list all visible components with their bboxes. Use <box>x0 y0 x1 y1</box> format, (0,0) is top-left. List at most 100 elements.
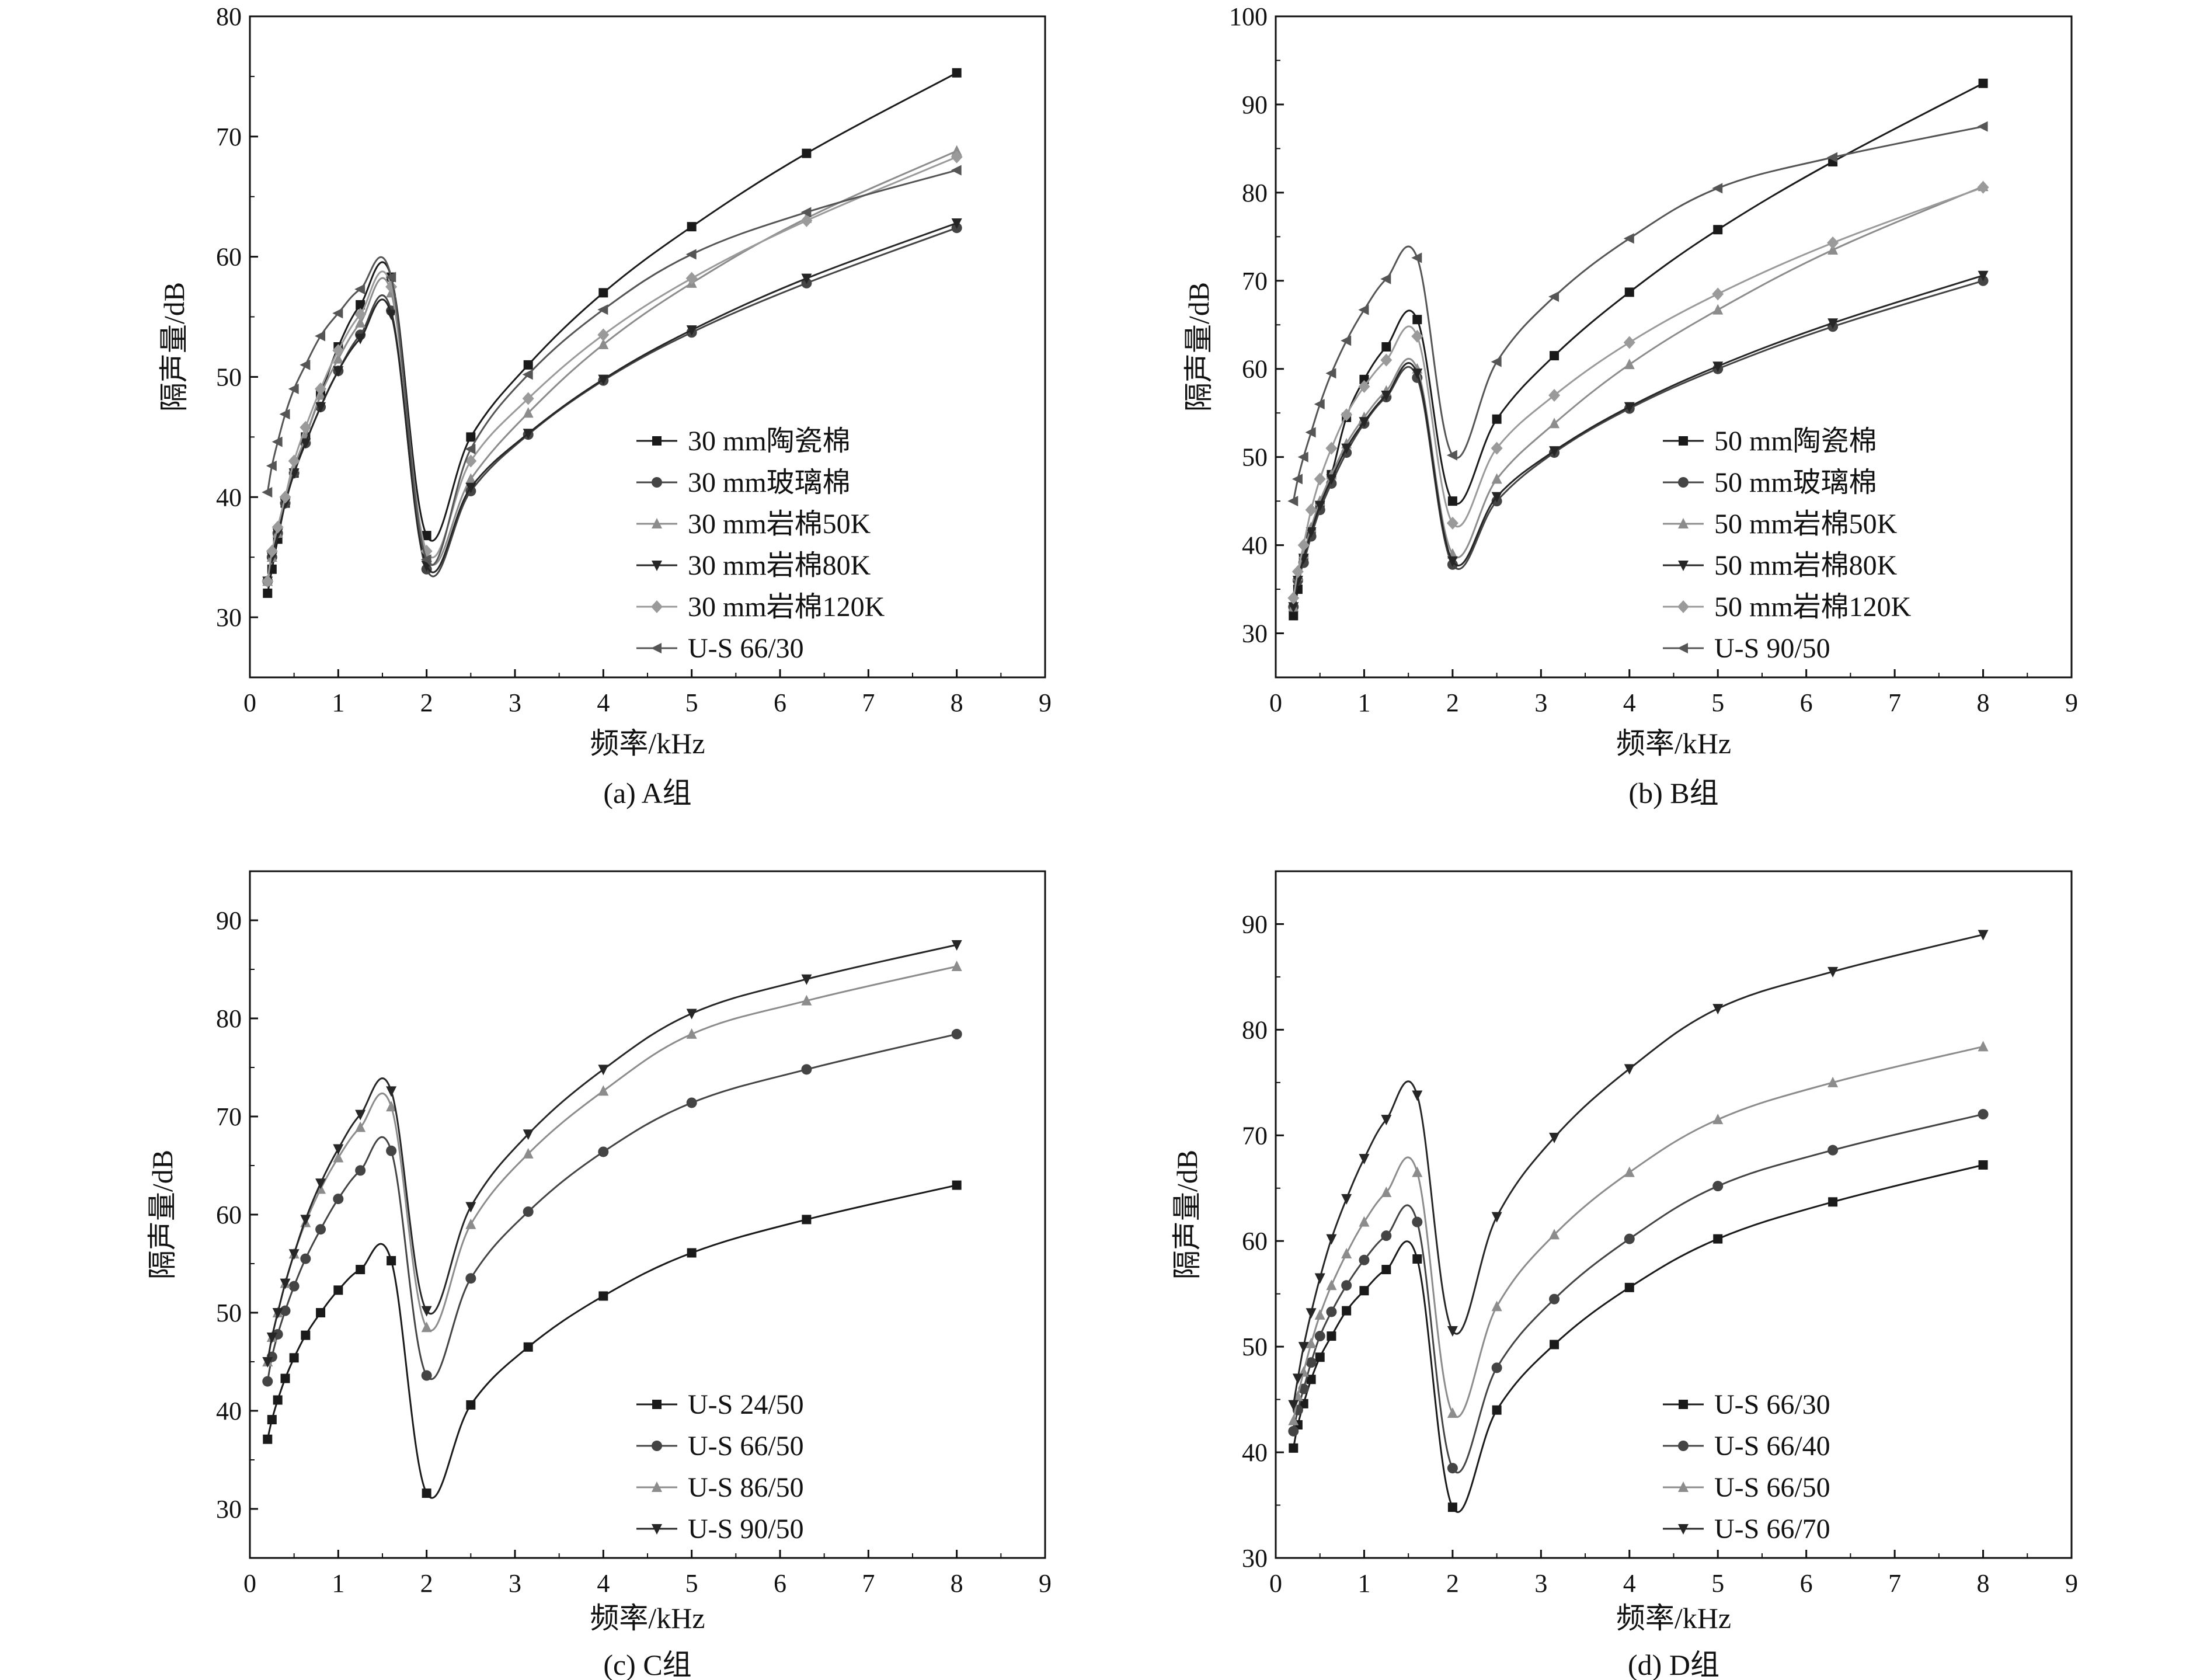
y-tick-label: 60 <box>1242 1227 1268 1255</box>
data-point <box>598 338 609 349</box>
x-tick-label: 9 <box>2065 1569 2078 1598</box>
data-point <box>263 588 273 598</box>
data-point <box>801 974 812 985</box>
data-point <box>263 1434 273 1444</box>
data-point <box>1325 441 1338 455</box>
y-axis-label: 隔声量/dB <box>158 282 190 412</box>
data-point <box>1712 287 1724 301</box>
data-point <box>280 1373 290 1383</box>
data-point <box>686 1008 697 1020</box>
x-axis-label: 频率/kHz <box>1616 727 1731 760</box>
legend-label: U-S 66/50 <box>1714 1472 1830 1503</box>
legend-label: 30 mm玻璃棉 <box>688 467 851 498</box>
legend-marker <box>1678 1481 1689 1492</box>
data-point <box>1380 353 1393 367</box>
y-tick-label: 70 <box>216 1102 242 1131</box>
panel-a: 0 1 2 3 4 5 6 7 8 9 30 40 50 60 70 80 频率/kHz 隔声量/dB (a) A组… <box>158 2 1052 809</box>
x-tick-label: 5 <box>685 688 698 717</box>
data-point <box>800 207 812 218</box>
y-tick-label: 50 <box>1242 443 1268 472</box>
data-point <box>280 1278 291 1289</box>
data-point <box>315 331 326 342</box>
data-point <box>802 1215 812 1225</box>
x-tick-label: 0 <box>243 688 256 717</box>
data-point <box>951 218 962 229</box>
data-point <box>355 1109 366 1121</box>
data-point <box>1298 1342 1309 1353</box>
x-tick-label: 0 <box>243 1569 256 1598</box>
data-point <box>1491 1300 1502 1312</box>
x-tick-label: 2 <box>1446 688 1459 717</box>
y-tick-label: 90 <box>1242 910 1268 938</box>
data-point <box>262 1357 273 1368</box>
data-point <box>1623 233 1634 244</box>
data-point <box>273 1395 283 1405</box>
data-point <box>1712 183 1723 194</box>
data-point <box>1306 1375 1316 1385</box>
data-point <box>1288 1414 1299 1425</box>
data-point <box>387 1255 396 1265</box>
data-point <box>1827 236 1839 249</box>
x-axis-label: 频率/kHz <box>590 1602 705 1634</box>
legend-marker <box>1678 1524 1689 1535</box>
legend-label: U-S 86/50 <box>688 1472 804 1503</box>
data-point <box>951 940 962 951</box>
legend-label: 50 mm岩棉50K <box>1714 509 1898 540</box>
data-point <box>1287 592 1300 605</box>
data-point <box>262 487 273 498</box>
legend-label: 50 mm陶瓷棉 <box>1714 426 1877 457</box>
x-tick-label: 0 <box>1269 1569 1282 1598</box>
data-point <box>1491 473 1502 484</box>
legend-label: U-S 66/40 <box>1714 1431 1830 1462</box>
data-point <box>422 531 431 541</box>
data-point <box>1289 611 1299 621</box>
data-point <box>1447 1326 1458 1337</box>
y-tick-label: 90 <box>216 906 242 935</box>
y-tick-label: 30 <box>1242 1544 1268 1573</box>
data-point <box>465 1202 476 1213</box>
data-point <box>1828 1197 1838 1207</box>
legend-label: 30 mm岩棉50K <box>688 509 871 540</box>
data-point <box>523 1206 534 1217</box>
x-tick-label: 9 <box>1039 1569 1052 1598</box>
data-point <box>266 1333 277 1343</box>
series-line <box>266 169 958 566</box>
x-tick-label: 2 <box>420 1569 433 1598</box>
data-point <box>465 454 477 468</box>
legend-marker <box>652 518 662 528</box>
panel-b: 0 1 2 3 4 5 6 7 8 9 30 40 50 60 70 80 90 100 频率/kHz 隔声量/dB (… <box>1182 2 2078 809</box>
legend-label: U-S 90/50 <box>1714 633 1830 664</box>
legend-marker <box>1678 1441 1689 1451</box>
data-point <box>1381 1187 1392 1198</box>
data-point <box>598 1085 609 1096</box>
series-line <box>1292 126 1983 502</box>
x-tick-label: 1 <box>332 1569 344 1598</box>
data-point <box>1292 565 1304 578</box>
data-point <box>280 498 291 509</box>
x-axis-label: 频率/kHz <box>1616 1602 1731 1634</box>
data-point <box>1446 516 1458 530</box>
series-line <box>1292 934 1983 1405</box>
data-point <box>1447 1502 1457 1512</box>
data-point <box>951 1028 962 1039</box>
data-point <box>1412 1254 1422 1264</box>
data-point <box>1359 1216 1370 1227</box>
y-tick-label: 30 <box>216 603 242 632</box>
y-axis-label: 隔声量/dB <box>1182 282 1215 412</box>
data-point <box>1712 1004 1724 1015</box>
data-point <box>685 272 698 285</box>
data-point <box>1314 1309 1325 1320</box>
data-point <box>951 165 962 176</box>
data-point <box>523 429 534 440</box>
legend-marker <box>652 561 662 571</box>
data-point <box>288 384 299 395</box>
data-point <box>952 1180 962 1190</box>
legend-label: 30 mm陶瓷棉 <box>688 426 851 457</box>
data-point <box>951 960 962 971</box>
x-tick-label: 7 <box>862 688 875 717</box>
data-point <box>523 1342 533 1352</box>
data-point <box>597 304 608 315</box>
data-point <box>1491 492 1502 503</box>
data-point <box>598 1291 608 1301</box>
data-point <box>1549 1229 1560 1240</box>
